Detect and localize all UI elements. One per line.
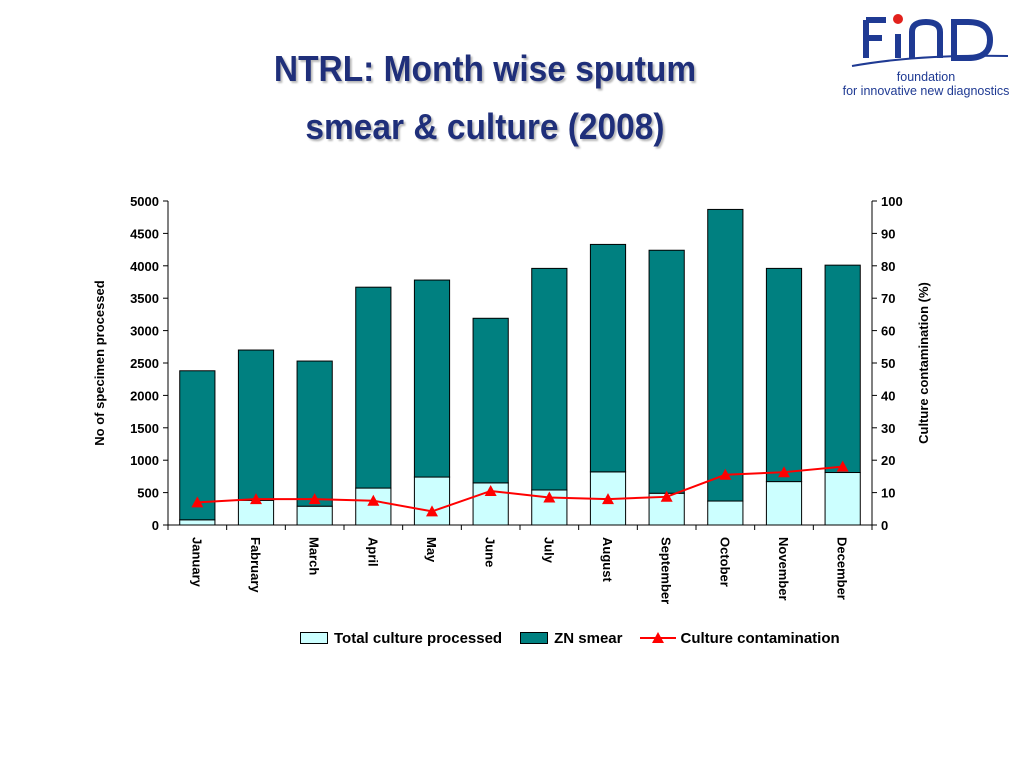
right-axis-tick-label: 10	[881, 486, 895, 501]
right-axis-tick-label: 0	[881, 518, 888, 533]
y2-axis-title: Culture contamination (%)	[916, 282, 931, 444]
marker-culture-contamination	[250, 493, 262, 505]
left-axis-tick-label: 4500	[130, 226, 159, 241]
x-axis-tick-label: August	[600, 537, 615, 582]
legend-item-contamination: Culture contamination	[640, 629, 840, 647]
x-axis-tick-label: March	[307, 537, 322, 575]
bar-total-culture	[179, 519, 216, 526]
right-axis-tick-label: 60	[881, 324, 895, 339]
logo-text-foundation: foundation	[896, 70, 956, 84]
y-axis-title: No of specimen processed	[92, 280, 107, 445]
left-axis-tick-label: 1000	[130, 453, 159, 468]
right-axis-tick-label: 30	[881, 421, 895, 436]
line-culture-contamination	[197, 465, 843, 513]
bar-zn-smear	[355, 286, 392, 489]
bar-zn-smear	[824, 264, 861, 474]
bar-total-culture	[765, 481, 803, 526]
x-axis-tick-label: June	[483, 537, 498, 567]
left-axis-tick-label: 3000	[130, 324, 159, 339]
bar-zn-smear	[237, 349, 275, 501]
bar-zn-smear	[765, 267, 803, 483]
x-axis-tick-label: May	[424, 537, 439, 563]
x-axis-tick-label: September	[659, 537, 674, 604]
legend-label-contamination: Culture contamination	[680, 629, 840, 647]
marker-culture-contamination	[660, 490, 673, 502]
legend-swatch-total-culture	[300, 632, 328, 644]
slide-title: NTRL: Month wise sputum smear & culture …	[173, 40, 796, 156]
bar-total-culture	[413, 476, 451, 526]
marker-culture-contamination	[484, 484, 497, 496]
left-axis-tick-label: 2000	[130, 388, 159, 403]
bar-zn-smear	[648, 249, 685, 494]
bar-zn-smear	[296, 360, 333, 507]
x-axis-tick-label: Fabruary	[248, 537, 263, 593]
left-axis-tick-label: 2500	[130, 356, 159, 371]
right-axis-tick-label: 80	[881, 259, 895, 274]
right-axis-tick-label: 50	[881, 356, 895, 371]
bar-total-culture	[824, 472, 861, 526]
legend-swatch-zn-smear	[520, 632, 549, 644]
left-axis-tick-label: 3500	[130, 291, 159, 306]
right-axis-tick-label: 90	[881, 226, 895, 241]
left-axis-tick-label: 500	[137, 486, 159, 501]
logo-text-tagline: for innovative new diagnostics	[842, 84, 1010, 98]
x-axis-tick-label: December	[835, 537, 850, 600]
bar-zn-smear	[179, 370, 216, 521]
x-axis-tick-label: July	[541, 537, 556, 564]
marker-culture-contamination	[719, 468, 732, 480]
marker-culture-contamination	[836, 460, 849, 472]
find-logo-mark	[851, 14, 1009, 67]
marker-culture-contamination	[191, 496, 204, 508]
right-axis-tick-label: 100	[881, 194, 903, 209]
chart-legend: Total culture processed ZN smear Culture…	[300, 628, 858, 648]
right-axis-tick-label: 40	[881, 388, 895, 403]
title-line-2: smear & culture (2008)	[305, 106, 665, 147]
bar-zn-smear	[589, 243, 627, 473]
marker-culture-contamination	[543, 491, 556, 503]
title-line-1: NTRL: Month wise sputum	[273, 48, 697, 89]
bar-zn-smear	[531, 267, 568, 491]
bar-zn-smear	[413, 279, 451, 478]
left-axis-tick-label: 0	[152, 518, 159, 533]
x-axis-tick-label: November	[776, 537, 791, 601]
bar-zn-smear	[472, 317, 509, 484]
left-axis-tick-label: 1500	[130, 421, 159, 436]
marker-culture-contamination	[367, 494, 380, 506]
x-axis-tick-label: April	[365, 537, 380, 567]
legend-label-total-culture: Total culture processed	[334, 629, 503, 647]
legend-label-zn-smear: ZN smear	[554, 629, 623, 647]
bar-total-culture	[707, 500, 744, 526]
left-axis-tick-label: 4000	[130, 259, 159, 274]
marker-culture-contamination	[308, 493, 321, 505]
marker-culture-contamination	[778, 466, 790, 478]
legend-line-contamination	[640, 630, 677, 646]
find-logo: foundation for innovative new diagnostic…	[836, 6, 1016, 98]
bar-zn-smear	[707, 208, 744, 502]
bar-total-culture	[355, 487, 392, 526]
legend-item-zn-smear: ZN smear	[520, 630, 622, 647]
marker-culture-contamination	[602, 493, 614, 505]
marker-culture-contamination	[426, 505, 438, 517]
bar-total-culture	[296, 505, 333, 526]
right-axis-tick-label: 70	[881, 291, 895, 306]
left-axis-tick-label: 5000	[130, 194, 159, 209]
x-axis-tick-label: January	[189, 537, 204, 588]
right-axis-tick-label: 20	[881, 453, 895, 468]
legend-item-total-culture: Total culture processed	[300, 630, 502, 647]
x-axis-tick-label: October	[717, 537, 732, 587]
